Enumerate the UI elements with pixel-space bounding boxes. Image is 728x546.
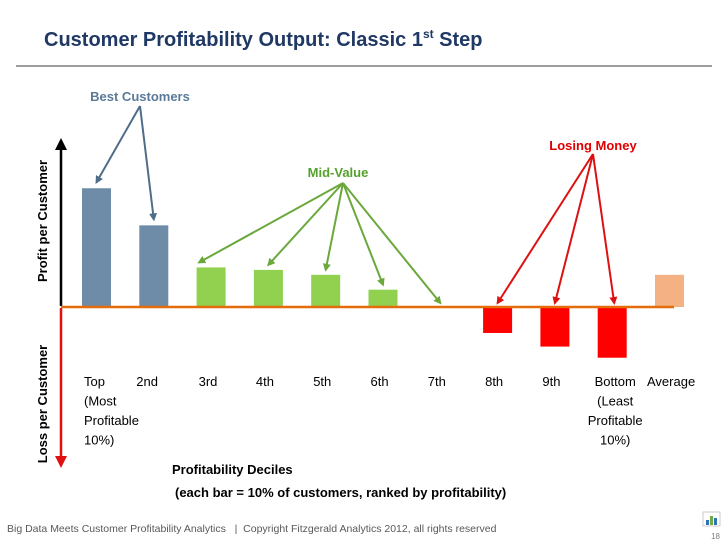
x-tick-label-line: 10%) [84,433,114,448]
x-tick-label-7: 7th [428,374,446,389]
title-end: Step [434,29,483,51]
x-tick-label-8: 8th [485,374,503,389]
x-tick-label-11: Average [647,374,695,389]
annotation-arrow-best-1 [95,105,141,184]
x-tick-labels: Top (Most Profitable 10%) 2nd 3rd 4th 5th 6th 7th… [84,374,695,448]
x-tick-label-line: 8th [485,374,503,389]
bar-decile-9 [540,307,570,347]
annotation-arrow-mid-4 [267,182,344,267]
x-tick-label-1: Top (Most Profitable 10%) [84,374,139,448]
annotation-arrows [95,105,618,305]
x-tick-label-line: (Least [597,394,634,409]
x-tick-label-line: (Most [84,394,117,409]
x-tick-label-line: 10%) [600,433,630,448]
annotation-arrow-mid-3 [197,182,344,264]
x-tick-label-line: Bottom [595,374,636,389]
x-tick-label-line: 2nd [136,374,158,389]
annotation-arrow-best-2 [139,105,158,222]
bar-decile-6 [368,289,398,307]
x-tick-label-line: 4th [256,374,274,389]
x-tick-label-4: 4th [256,374,274,389]
bar-decile-10 [597,307,627,358]
x-tick-label-line: Top [84,374,105,389]
x-axis-note: (each bar = 10% of customers, ranked by … [175,485,506,500]
title-main: Customer Profitability Output: Classic 1 [44,29,423,51]
y-axis-label-profit: Profit per Customer [35,160,50,282]
x-tick-label-3: 3rd [199,374,218,389]
bar-decile-11 [655,274,684,307]
bar-series [82,188,684,358]
annotation-arrow-mid-5 [322,182,344,272]
annotation-arrow-mid-6 [342,182,385,287]
x-tick-label-6: 6th [371,374,389,389]
page-number: 18 [711,532,720,541]
bar-decile-3 [196,267,226,307]
annotation-best-customers: Best Customers [90,89,190,104]
slide-title: Customer Profitability Output: Classic 1… [44,27,483,51]
x-tick-label-line: Average [647,374,695,389]
x-tick-label-line: Profitable [84,413,139,428]
x-tick-label-line: 9th [542,374,560,389]
x-tick-label-line: 6th [371,374,389,389]
title-superscript: st [423,27,434,41]
bar-decile-2 [139,225,169,307]
x-tick-label-9: 9th [542,374,560,389]
annotation-arrow-losing-9 [552,153,594,305]
annotation-losing-money: Losing Money [549,138,637,153]
bar-decile-4 [253,269,283,307]
annotation-arrow-losing-10 [592,153,618,305]
x-tick-label-10: Bottom (Least Profitable 10%) [588,374,643,448]
x-tick-label-5: 5th [313,374,331,389]
x-axis-title: Profitability Deciles [172,462,293,477]
annotation-arrow-losing-8 [496,153,594,305]
bar-decile-8 [483,307,513,333]
annotation-mid-value: Mid-Value [308,165,369,180]
x-tick-label-2: 2nd [136,374,158,389]
bar-decile-1 [82,188,111,307]
x-tick-label-line: 3rd [199,374,218,389]
x-tick-label-line: 7th [428,374,446,389]
footer-copyright: Big Data Meets Customer Profitability An… [7,523,497,535]
x-tick-label-line: 5th [313,374,331,389]
y-axis-label-loss: Loss per Customer [35,345,50,463]
x-tick-label-line: Profitable [588,413,643,428]
annotation-arrow-mid-7 [342,182,442,305]
bar-decile-5 [311,274,341,307]
bar-chart-logo-icon [702,511,721,527]
